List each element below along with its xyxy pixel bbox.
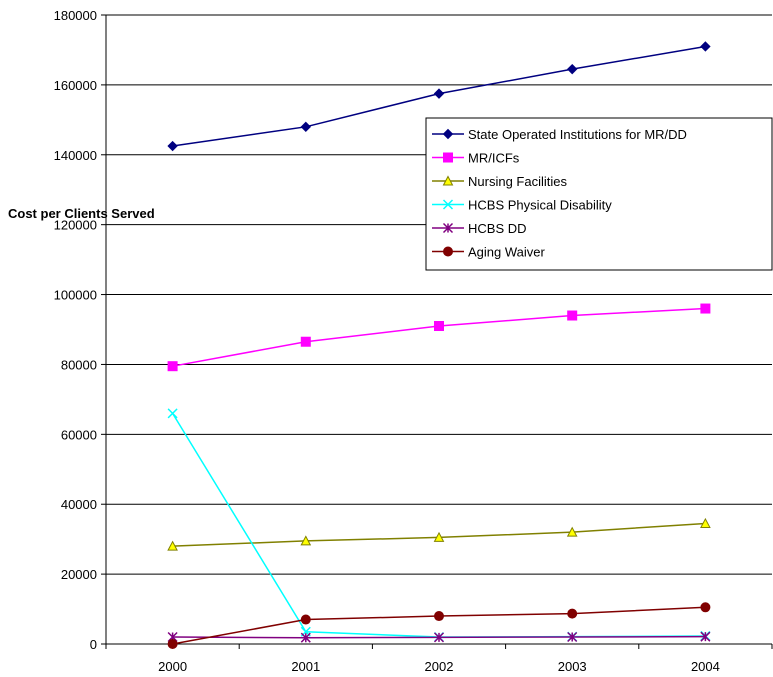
series-3 xyxy=(167,408,711,643)
data-point xyxy=(700,602,711,613)
y-tick-label: 60000 xyxy=(61,427,97,442)
y-tick-label: 140000 xyxy=(54,148,97,163)
legend-marker xyxy=(442,128,454,140)
x-tick-label: 2001 xyxy=(291,659,320,674)
data-point xyxy=(167,639,178,649)
legend-label: Nursing Facilities xyxy=(468,174,567,189)
data-point xyxy=(567,310,578,321)
series-group xyxy=(167,41,711,649)
legend-label: HCBS DD xyxy=(468,221,527,236)
y-tick-label: 80000 xyxy=(61,357,97,372)
x-tick-labels: 2000 2001 2002 2003 2004 xyxy=(158,659,720,674)
data-point xyxy=(167,540,178,551)
legend: State Operated Institutions for MR/DD MR/… xyxy=(425,117,773,271)
data-point xyxy=(300,121,312,133)
data-point xyxy=(700,517,711,528)
legend-marker xyxy=(442,175,454,186)
data-point xyxy=(700,631,711,642)
legend-marker xyxy=(442,222,454,234)
x-tick-label: 2003 xyxy=(558,659,587,674)
legend-label: MR/ICFs xyxy=(468,151,520,166)
data-point xyxy=(434,321,444,332)
y-tick-labels: 0 20000 40000 60000 80000 100000 120000 140000 1… xyxy=(54,8,97,652)
data-point xyxy=(300,614,311,625)
legend-item: HCBS Physical Disability xyxy=(432,198,612,213)
legend-label: Aging Waiver xyxy=(468,245,545,260)
legend-item: MR/ICFs xyxy=(432,151,520,166)
series-line xyxy=(172,307,706,367)
data-point xyxy=(433,88,445,99)
data-point xyxy=(700,41,711,52)
x-tick-label: 2000 xyxy=(158,659,187,674)
data-point xyxy=(167,361,178,372)
y-tick-label: 160000 xyxy=(54,78,97,93)
x-tick-label: 2004 xyxy=(691,659,720,674)
data-point xyxy=(567,631,578,643)
y-tick-label: 120000 xyxy=(54,218,97,233)
gridlines xyxy=(106,14,772,575)
x-tick-label: 2002 xyxy=(425,659,454,674)
legend-label: HCBS Physical Disability xyxy=(468,198,612,213)
data-point xyxy=(567,608,578,619)
data-point xyxy=(167,408,178,419)
data-point xyxy=(433,632,445,643)
legend-box xyxy=(425,117,773,271)
legend-item: State Operated Institutions for MR/DD xyxy=(432,127,687,142)
legend-marker xyxy=(442,199,454,210)
data-point xyxy=(433,531,445,542)
data-point xyxy=(300,632,311,643)
y-axis-label: Cost per Clients Served xyxy=(8,206,155,221)
legend-item: HCBS DD xyxy=(432,221,527,236)
legend-item: Nursing Facilities xyxy=(432,174,567,189)
legend-marker xyxy=(443,246,453,257)
series-0 xyxy=(167,41,711,152)
data-point xyxy=(434,611,444,622)
y-tick-label: 180000 xyxy=(54,8,97,23)
y-tick-label: 40000 xyxy=(61,497,97,512)
series-line xyxy=(171,412,706,638)
y-tick-label: 100000 xyxy=(54,288,97,303)
data-point xyxy=(566,63,578,75)
series-4 xyxy=(167,631,711,643)
data-point xyxy=(300,535,312,546)
data-point xyxy=(700,303,711,314)
legend-marker xyxy=(443,152,453,163)
legend-label: State Operated Institutions for MR/DD xyxy=(468,127,687,142)
legend-item: Aging Waiver xyxy=(432,245,545,260)
series-5 xyxy=(167,602,711,649)
series-2 xyxy=(167,517,711,551)
data-point xyxy=(300,336,311,347)
data-point xyxy=(566,526,578,537)
axes xyxy=(101,14,773,649)
series-1 xyxy=(167,303,711,372)
y-tick-label: 20000 xyxy=(61,567,97,582)
y-tick-label: 0 xyxy=(90,637,97,652)
data-point xyxy=(167,140,178,152)
